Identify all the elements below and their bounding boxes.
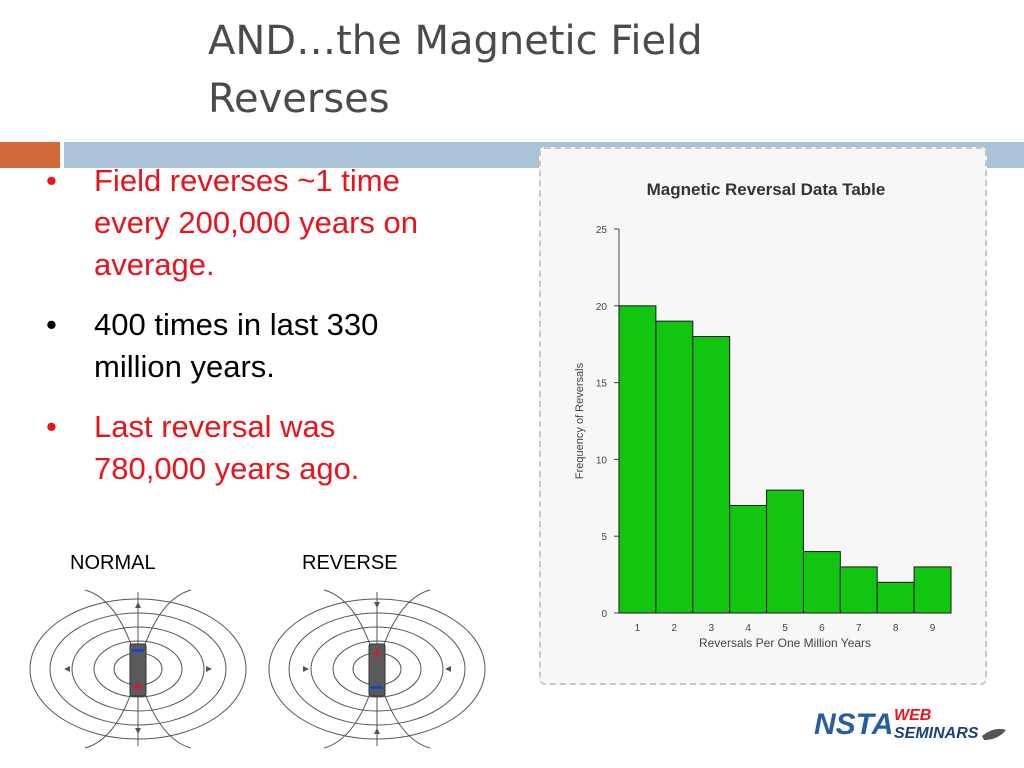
mouse-icon xyxy=(982,728,1006,740)
bar-7 xyxy=(839,566,878,614)
x-tick-label: 2 xyxy=(672,623,678,634)
logo-nsta-text: NSTA xyxy=(814,708,893,741)
normal-magnet-field-diagram: + xyxy=(25,588,251,750)
bar-4 xyxy=(729,504,768,614)
chart-frame: Magnetic Reversal Data Table Reversals P… xyxy=(539,147,987,685)
bullet-text-line: average. xyxy=(94,247,215,282)
x-tick-label: 9 xyxy=(930,623,936,634)
x-tick-label: 8 xyxy=(893,623,899,634)
accent-bar-orange xyxy=(0,142,60,168)
bullet-item-frequency: • Field reverses ~1 time every 200,000 y… xyxy=(40,160,520,286)
reversal-bar-chart: Magnetic Reversal Data Table Reversals P… xyxy=(574,180,952,650)
negative-pole-marker xyxy=(371,686,383,689)
nsta-web-seminars-logo: NSTA WEB SEMINARS xyxy=(814,707,1006,742)
x-tick-label: 6 xyxy=(819,623,825,634)
x-tick-label: 7 xyxy=(856,623,862,634)
y-tick-label: 15 xyxy=(596,379,608,390)
x-tick-label: 4 xyxy=(745,623,751,634)
bullet-marker: • xyxy=(46,163,57,198)
bullet-item-last-reversal: • Last reversal was 780,000 years ago. xyxy=(40,406,520,490)
logo-web-text: WEB xyxy=(894,707,931,724)
bullet-marker: • xyxy=(46,307,57,342)
bullet-text-line: million years. xyxy=(94,349,275,384)
positive-pole-marker: + xyxy=(132,677,144,699)
negative-pole-marker xyxy=(132,649,144,652)
bullet-marker: • xyxy=(46,409,57,444)
y-tick-label: 20 xyxy=(596,302,608,313)
bar-6 xyxy=(802,551,841,614)
bar-1 xyxy=(618,305,657,614)
bar-3 xyxy=(692,336,731,614)
normal-label: NORMAL xyxy=(70,552,156,574)
slide-title-line1: AND…the Magnetic Field xyxy=(208,18,703,64)
x-tick-label: 3 xyxy=(708,623,714,634)
positive-pole-marker: + xyxy=(371,643,383,665)
slide-title: AND…the Magnetic Field Reverses xyxy=(208,12,908,128)
y-tick-label: 0 xyxy=(601,609,607,620)
bullet-text-line: 780,000 years ago. xyxy=(94,451,360,486)
reverse-magnet-field-diagram: + xyxy=(264,588,490,750)
bar-9 xyxy=(913,566,952,614)
y-tick-label: 10 xyxy=(596,455,608,466)
x-tick-label: 1 xyxy=(635,623,641,634)
bullet-text-line: Field reverses ~1 time xyxy=(94,163,400,198)
reverse-label: REVERSE xyxy=(302,552,398,574)
bullet-text-line: every 200,000 years on xyxy=(94,205,418,240)
bullet-item-count: • 400 times in last 330 million years. xyxy=(40,304,520,388)
bar-8 xyxy=(876,581,915,614)
y-tick-label: 5 xyxy=(601,532,607,543)
logo-seminars-text: SEMINARS xyxy=(894,725,979,742)
x-tick-label: 5 xyxy=(782,623,788,634)
bullet-list: • Field reverses ~1 time every 200,000 y… xyxy=(40,160,520,508)
bar-2 xyxy=(655,320,694,614)
x-axis-label: Reversals Per One Million Years xyxy=(699,636,871,650)
bar-5 xyxy=(766,489,804,614)
slide-title-line2: Reverses xyxy=(208,76,390,122)
y-tick-label: 25 xyxy=(596,225,608,236)
bullet-text-line: 400 times in last 330 xyxy=(94,307,379,342)
chart-title: Magnetic Reversal Data Table xyxy=(647,180,886,199)
y-axis-label: Frequency of Reversals xyxy=(574,362,586,479)
bullet-text-line: Last reversal was xyxy=(94,409,336,444)
